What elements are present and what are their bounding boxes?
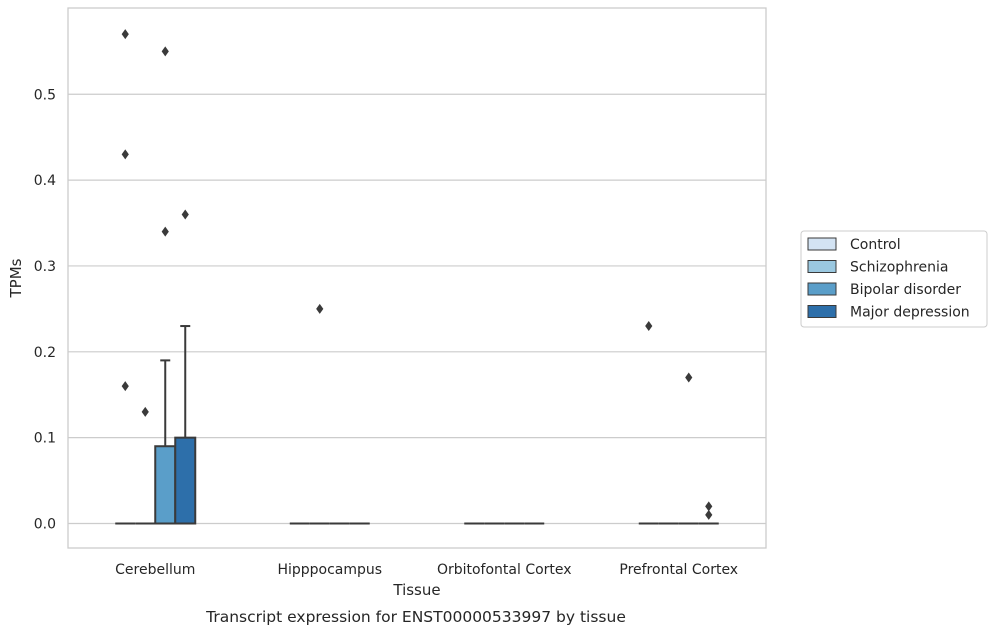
legend-label: Schizophrenia [850, 260, 948, 276]
y-tick-labels: 0.0 0.1 0.2 0.3 0.4 0.5 [34, 87, 56, 532]
x-tick-labels: Cerebellum Hipppocampus Orbitofontal Corte… [115, 562, 738, 578]
y-tick-label: 0.3 [34, 259, 56, 275]
outlier-point [141, 406, 149, 417]
box [174, 436, 197, 525]
legend: Control Schizophrenia Bipolar disorder Majo… [800, 230, 988, 328]
outlier-point [121, 29, 129, 40]
outlier-point [161, 226, 169, 237]
y-axis-label: TPMs [7, 258, 25, 298]
legend-swatch [807, 260, 837, 273]
y-tick-label: 0.4 [34, 173, 56, 189]
outlier-point [181, 209, 189, 220]
x-tick-label: Cerebellum [115, 562, 195, 578]
legend-label: Bipolar disorder [850, 282, 961, 298]
y-tick-label: 0.5 [34, 87, 56, 103]
y-tick-label: 0.2 [34, 345, 56, 361]
legend-swatch [807, 282, 837, 296]
legend-label: Major depression [850, 305, 970, 321]
x-tick-label: Prefrontal Cortex [619, 562, 738, 578]
x-tick-label: Orbitofontal Cortex [437, 562, 572, 578]
outlier-point [705, 509, 713, 520]
legend-label: Control [850, 237, 901, 253]
outlier-point [685, 372, 693, 383]
y-tick-label: 0.0 [34, 517, 56, 533]
legend-swatch [807, 305, 837, 318]
x-axis-label: Tissue [392, 581, 440, 599]
x-tick-label: Hipppocampus [277, 562, 382, 578]
outlier-point [645, 321, 653, 332]
y-tick-label: 0.1 [34, 431, 56, 447]
outlier-point [705, 501, 713, 512]
chart-caption: Transcript expression for ENST0000053399… [205, 608, 626, 626]
outlier-point [121, 149, 129, 160]
legend-swatch [807, 237, 837, 251]
outlier-point [121, 381, 129, 392]
box [154, 445, 177, 525]
outlier-point [161, 46, 169, 57]
outlier-point [316, 303, 324, 314]
outliers [121, 29, 713, 520]
legend-frame [800, 230, 988, 328]
boxes [115, 325, 719, 525]
plot-frame [67, 7, 767, 549]
